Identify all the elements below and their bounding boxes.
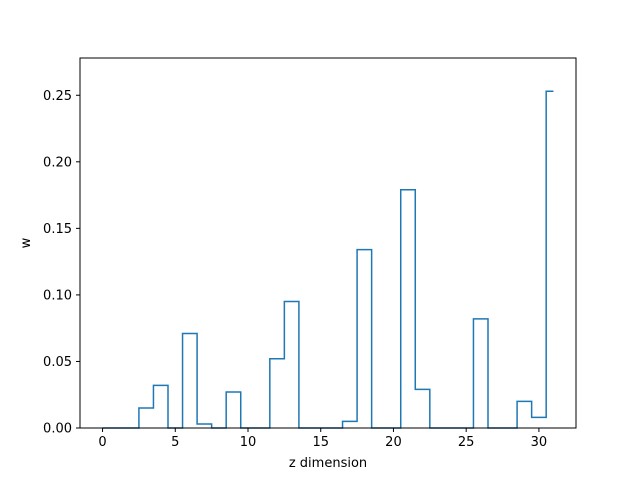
x-axis-label: z dimension: [289, 456, 367, 471]
axes-background: [80, 58, 576, 428]
axes-frame: [79, 57, 577, 429]
x-tick-label: 0: [98, 435, 106, 450]
x-tick-label: 20: [385, 435, 402, 450]
x-tick-label: 15: [312, 435, 329, 450]
plot-area: 0 5 10 15 20 25 30 0.00 0.05 0.10 0.15 0.20 0.25: [43, 57, 577, 450]
y-tick-label: 0.05: [43, 355, 72, 370]
x-tick-label: 30: [531, 435, 548, 450]
x-tick-label: 25: [458, 435, 475, 450]
y-tick-label: 0.10: [43, 288, 72, 303]
y-axis-label: w: [19, 237, 34, 248]
x-tick-label: 5: [171, 435, 179, 450]
x-tick-label: 10: [240, 435, 257, 450]
y-axis-ticks: 0.00 0.05 0.10 0.15 0.20 0.25: [43, 89, 80, 437]
y-tick-label: 0.25: [43, 89, 72, 104]
y-tick-label: 0.15: [43, 222, 72, 237]
y-tick-label: 0.00: [43, 422, 72, 437]
y-tick-label: 0.20: [43, 155, 72, 170]
x-axis-ticks: 0 5 10 15 20 25 30: [98, 428, 547, 450]
